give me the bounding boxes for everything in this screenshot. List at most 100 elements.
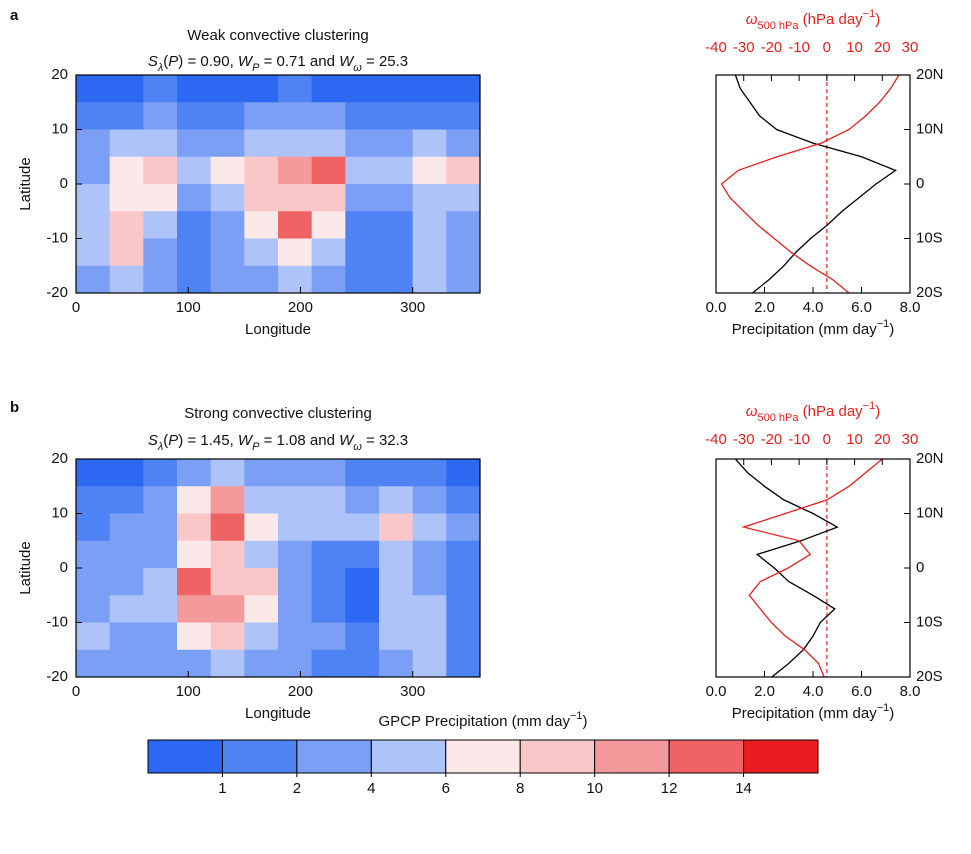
heat-cell [244,75,279,103]
panel-label: a [10,7,19,24]
heat-cell [210,238,245,267]
heat-cell [76,568,111,596]
heat-cell [76,238,111,267]
heat-cell [109,595,144,623]
heat-cell [278,75,313,103]
heat-cell [76,622,111,651]
profile-line [734,458,839,678]
y-tick-label: -10 [46,229,68,246]
heat-cell [379,486,414,514]
x-axis-label: Precipitation (mm day−1) [732,318,895,338]
heat-cell [412,102,447,130]
x-axis-label: Longitude [245,705,311,722]
colorbar-title-part: ) [583,713,588,730]
heat-cell [143,459,178,487]
y-tick-label: -20 [46,284,68,301]
profile-line [741,458,883,678]
chart-subtitle-part: λ [157,62,163,74]
x-tick-label: 4.0 [803,299,824,316]
heat-cell [244,622,279,651]
heat-cell [412,129,447,158]
heat-cell [412,513,447,542]
heat-cell [210,649,245,678]
heat-cell [143,513,178,542]
heat-cell [210,129,245,158]
heat-cell [177,129,212,158]
heat-cell [143,622,178,651]
x-tick-label: 6.0 [851,299,872,316]
heat-cell [76,513,111,542]
x2-axis-label-part: −1 [863,8,876,20]
heat-cell [244,265,279,294]
heat-cell [143,129,178,158]
heat-cell [278,265,313,294]
heat-cell [210,568,245,596]
x-axis-label-part: Precipitation (mm day [732,705,878,722]
heat-cell [109,513,144,542]
heat-cell [177,102,212,130]
y-tick-label: 0 [916,175,924,192]
colorbar-title-part: GPCP Precipitation (mm day [378,713,570,730]
heat-cell [345,568,380,596]
x2-axis-label-part: 500 hPa [757,412,799,424]
heat-cell [446,211,481,239]
heat-cell [345,184,380,212]
heat-cell [109,238,144,267]
chart-subtitle-part: ) = 0.90, [178,53,238,70]
colorbar-tick-label: 8 [516,780,524,797]
colorbar-tick-label: 1 [218,780,226,797]
heat-cell [76,211,111,239]
heat-cell [109,265,144,294]
x-tick-label: 100 [176,299,201,316]
heat-cell [412,156,447,185]
heat-cell [210,156,245,185]
x2-axis-label-part: (hPa day [798,11,863,28]
heat-cell [345,513,380,542]
x-tick-label: 200 [288,683,313,700]
heat-cell [412,459,447,487]
chart-subtitle-part: W [339,432,355,449]
y-tick-label: 20N [916,450,944,467]
heat-cell [345,238,380,267]
heat-cell [379,156,414,185]
colorbar-tick-label: 12 [661,780,678,797]
heat-cell [311,102,346,130]
heat-cell [210,595,245,623]
heat-cell [210,265,245,294]
heat-cell [143,649,178,678]
heat-cell [446,540,481,569]
heat-cell [311,129,346,158]
x-tick-label: 0 [72,683,80,700]
chart-subtitle-part: P [168,53,178,70]
heat-cell [244,568,279,596]
heat-cell [412,595,447,623]
heat-cell [345,540,380,569]
heat-cell [143,184,178,212]
heat-cell [311,486,346,514]
y-axis-label: Latitude [17,157,34,210]
heat-cell [244,238,279,267]
chart-subtitle-part: ) = 1.45, [178,432,238,449]
heat-cell [379,513,414,542]
heat-cell [345,211,380,239]
heat-cell [109,156,144,185]
heat-cell [379,595,414,623]
heat-cell [412,238,447,267]
heat-cell [76,75,111,103]
x-axis-label: Precipitation (mm day−1) [732,702,895,722]
x-tick-label: 300 [400,683,425,700]
colorbar-tick-label: 14 [735,780,752,797]
heat-cell [345,486,380,514]
heat-cell [210,102,245,130]
heat-cell [109,184,144,212]
heat-cell [446,156,481,185]
heat-cell [143,265,178,294]
heat-cell [278,211,313,239]
heat-cell [278,622,313,651]
y-tick-label: 20N [916,66,944,83]
chart-subtitle-part: = 25.3 [362,53,408,70]
x2-axis-label-part: ) [875,11,880,28]
x-axis-label: Longitude [245,321,311,338]
x2-axis-label-part: ω [746,11,758,28]
chart-subtitle: Sλ(P) = 0.90, WP = 0.71 and Wω = 25.3 [148,53,408,74]
